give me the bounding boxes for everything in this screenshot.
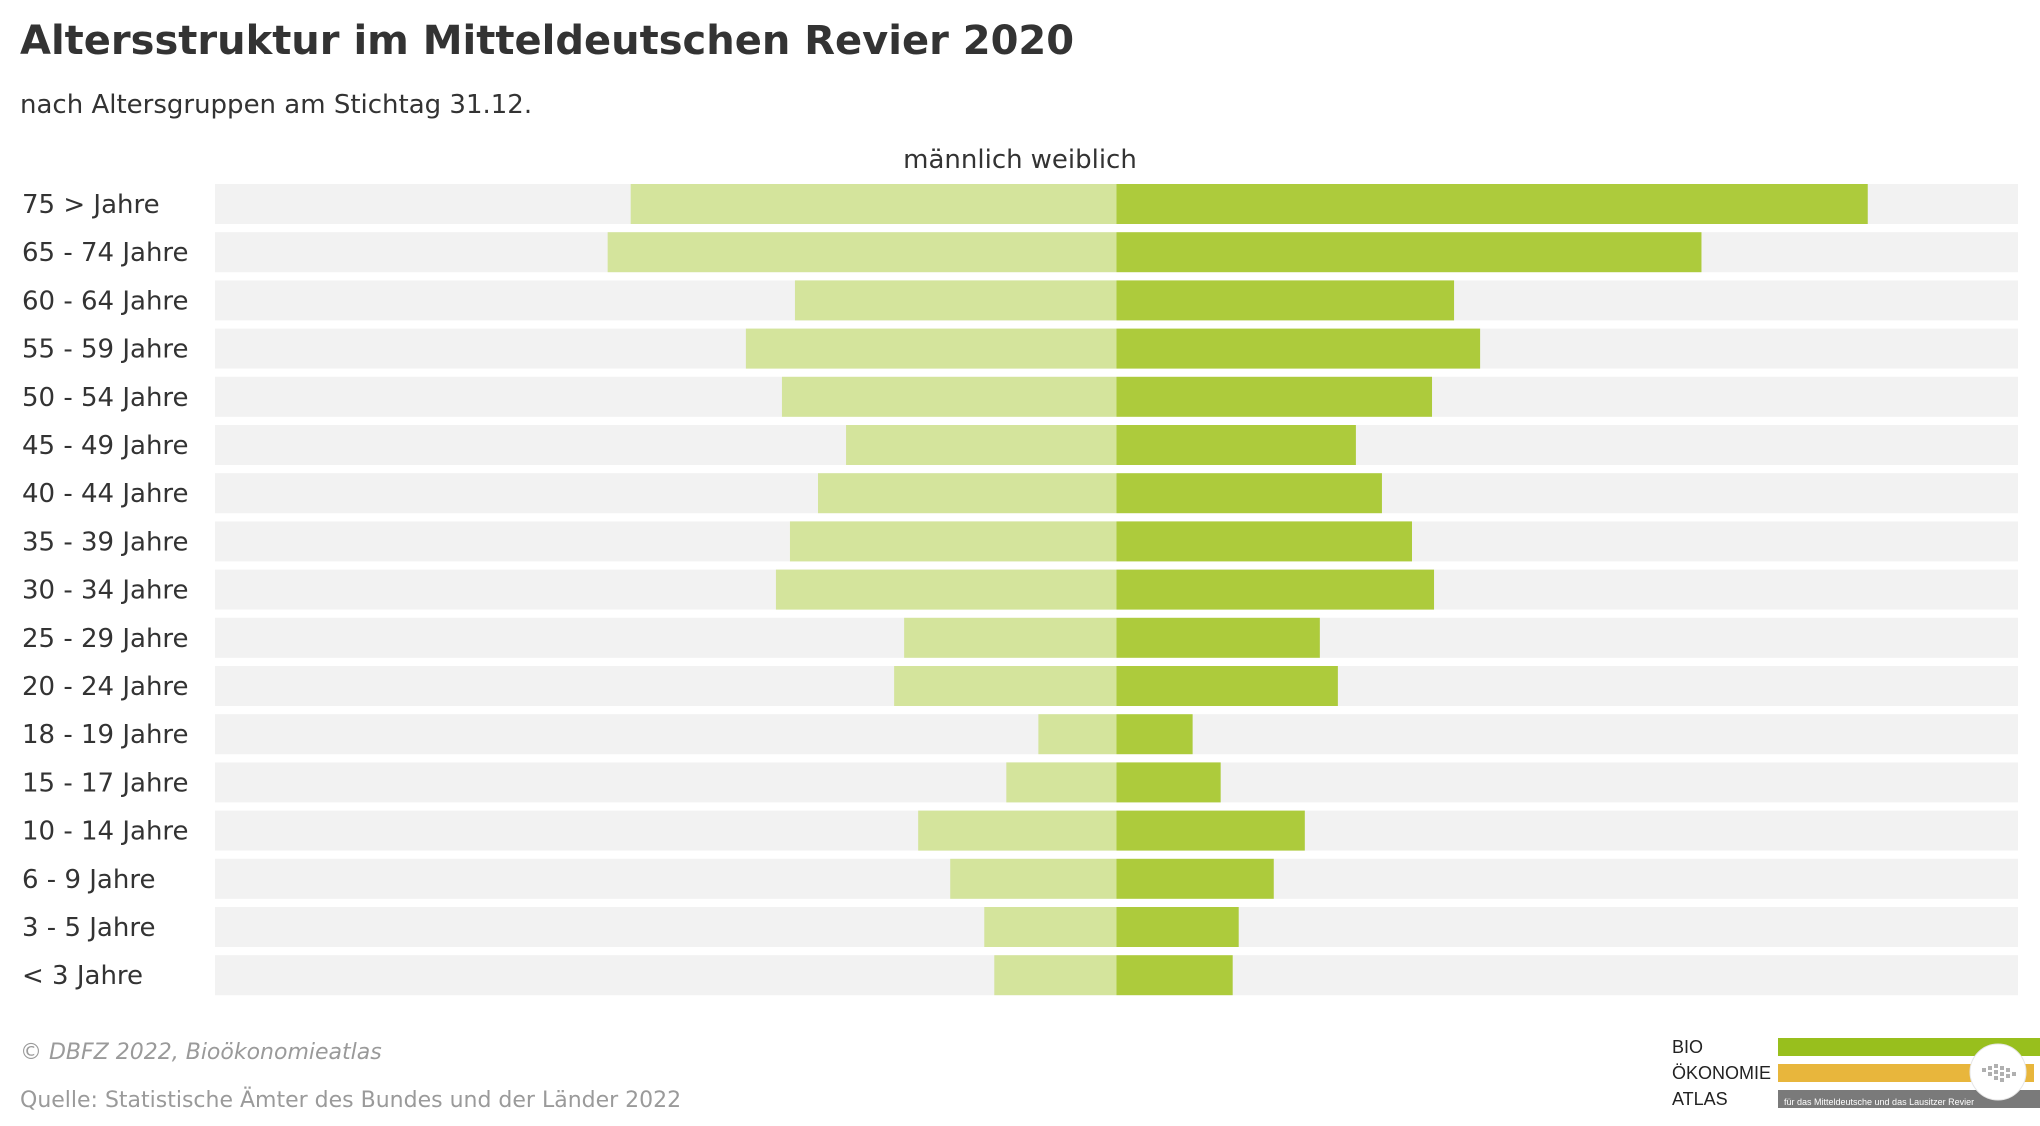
legend: männlich weiblich (0, 145, 2040, 175)
chart-title: Altersstruktur im Mitteldeutschen Revier… (20, 18, 1075, 64)
bar-male (918, 810, 1117, 851)
bar-female (1116, 955, 1233, 996)
bar-male (904, 617, 1117, 658)
bar-male (794, 280, 1117, 321)
bar-male (818, 473, 1117, 514)
logo-tagline: für das Mitteldeutsche und das Lausitzer… (1784, 1097, 1975, 1107)
logo-word-bio: BIO (1672, 1036, 1704, 1057)
bioeconomy-atlas-logo: BIO ÖKONOMIE ATLAS für das Mitteldeutsch… (1672, 1036, 2040, 1112)
data-source: Quelle: Statistische Ämter des Bundes un… (20, 1088, 682, 1113)
bar-female (1116, 184, 1868, 224)
bar-female (1116, 666, 1338, 706)
bar-male (630, 184, 1117, 224)
logo-word-oekonomie: ÖKONOMIE (1672, 1062, 1772, 1083)
logo-bar-grey: für das Mitteldeutsche und das Lausitzer… (1778, 1090, 2040, 1108)
bar-male (1006, 762, 1117, 803)
legend-male: männlich (903, 145, 1023, 175)
category-label: 60 - 64 Jahre (22, 286, 189, 316)
bar-female (1116, 907, 1239, 947)
copyright-credit: © DBFZ 2022, Bioökonomieatlas (20, 1040, 382, 1065)
bar-female (1116, 425, 1356, 465)
chart-subtitle: nach Altersgruppen am Stichtag 31.12. (20, 90, 533, 120)
bar-male (984, 907, 1117, 947)
category-label: 55 - 59 Jahre (22, 335, 189, 365)
bar-female (1116, 376, 1433, 417)
bar-female (1116, 762, 1221, 803)
legend-female: weiblich (1030, 145, 1137, 175)
logo-bar-green (1778, 1038, 2040, 1056)
bar-female (1116, 473, 1382, 514)
category-label: 45 - 49 Jahre (22, 431, 189, 461)
category-label: < 3 Jahre (22, 961, 143, 991)
category-label: 3 - 5 Jahre (22, 913, 155, 943)
bar-male (607, 232, 1117, 273)
bar-male (781, 376, 1117, 417)
bar-male (950, 858, 1117, 899)
logo-word-atlas: ATLAS (1672, 1088, 1728, 1109)
category-label: 20 - 24 Jahre (22, 672, 189, 702)
bar-female (1116, 858, 1274, 899)
bar-female (1116, 521, 1412, 562)
bar-male (994, 955, 1117, 996)
bar-male (775, 569, 1117, 610)
category-label: 10 - 14 Jahre (22, 817, 189, 847)
bar-female (1116, 328, 1481, 369)
bar-female (1116, 232, 1702, 273)
category-label: 6 - 9 Jahre (22, 865, 155, 895)
bar-male (1038, 714, 1117, 755)
bar-male (846, 425, 1117, 465)
category-label: 15 - 17 Jahre (22, 768, 189, 798)
category-label: 40 - 44 Jahre (22, 479, 189, 509)
category-label: 25 - 29 Jahre (22, 624, 189, 654)
logo-map-icon (1969, 1043, 2027, 1101)
bar-male (789, 521, 1117, 562)
category-label: 65 - 74 Jahre (22, 238, 189, 268)
bar-female (1116, 810, 1305, 851)
category-label: 75 > Jahre (22, 190, 160, 220)
bar-male (894, 666, 1117, 706)
bar-female (1116, 617, 1320, 658)
bar-male (745, 328, 1117, 369)
category-label: 18 - 19 Jahre (22, 720, 189, 750)
bar-female (1116, 714, 1193, 755)
category-label: 30 - 34 Jahre (22, 576, 189, 606)
bar-female (1116, 569, 1435, 610)
category-label: 50 - 54 Jahre (22, 383, 189, 413)
category-label: 35 - 39 Jahre (22, 527, 189, 557)
bar-female (1116, 280, 1455, 321)
